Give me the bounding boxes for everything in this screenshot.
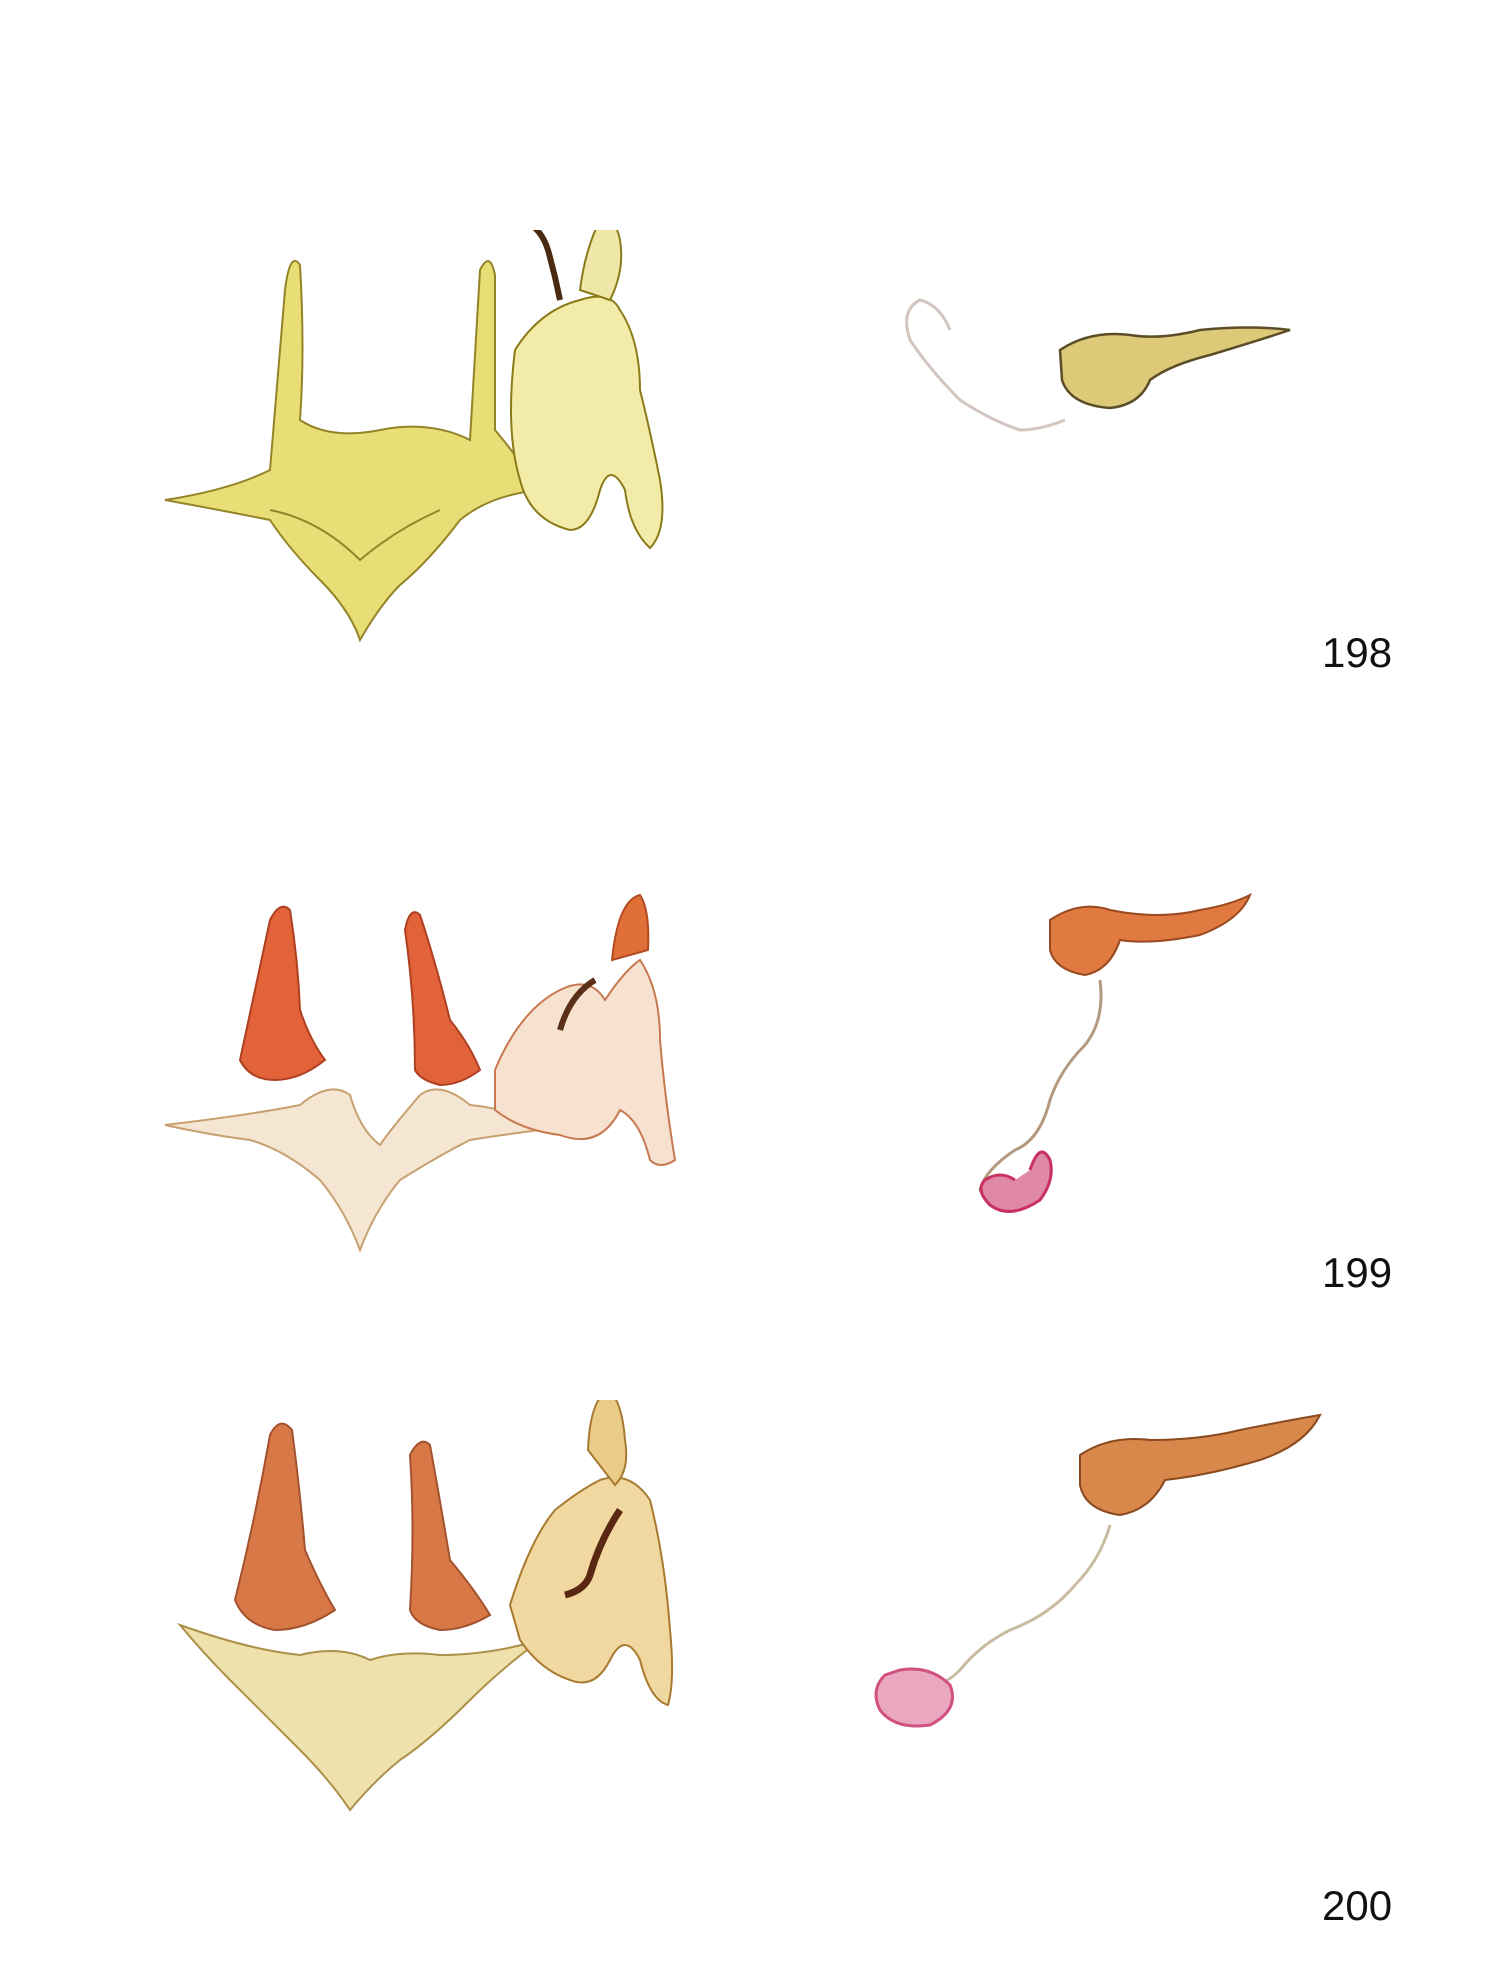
figure-199-image [164,892,1252,1253]
genitalia-capsule-200 [176,1622,541,1812]
figure-199: 199 [0,880,1512,1440]
figure-number-198: 198 [1322,629,1393,676]
figure-number-200: 200 [1322,1882,1393,1929]
aedeagus-200 [874,1413,1322,1728]
valva-199 [494,893,677,1166]
figure-200: 200 [0,1400,1512,1960]
bursa-200 [874,1667,954,1728]
figure-200-image [176,1400,1322,1812]
valva-200 [508,1400,674,1707]
cornutus-200 [564,1508,623,1599]
cornutus-198 [532,230,563,301]
genitalia-capsule-199 [164,1088,543,1253]
valva-198 [510,230,664,550]
aedeagus-199 [978,892,1252,1213]
figure-number-199: 199 [1322,1249,1393,1296]
figure-198: 198 [0,230,1512,790]
cornutus-199 [557,977,597,1031]
figure-198-image [164,230,1291,643]
valva-pair-200 [233,1422,492,1632]
valva-pair-199 [238,905,482,1087]
ductus-198 [905,298,1066,432]
bursa-199 [979,1150,1053,1213]
genitalia-capsule-198 [164,259,542,643]
aedeagus-198 [905,298,1291,432]
ductus-200 [919,1524,1112,1688]
